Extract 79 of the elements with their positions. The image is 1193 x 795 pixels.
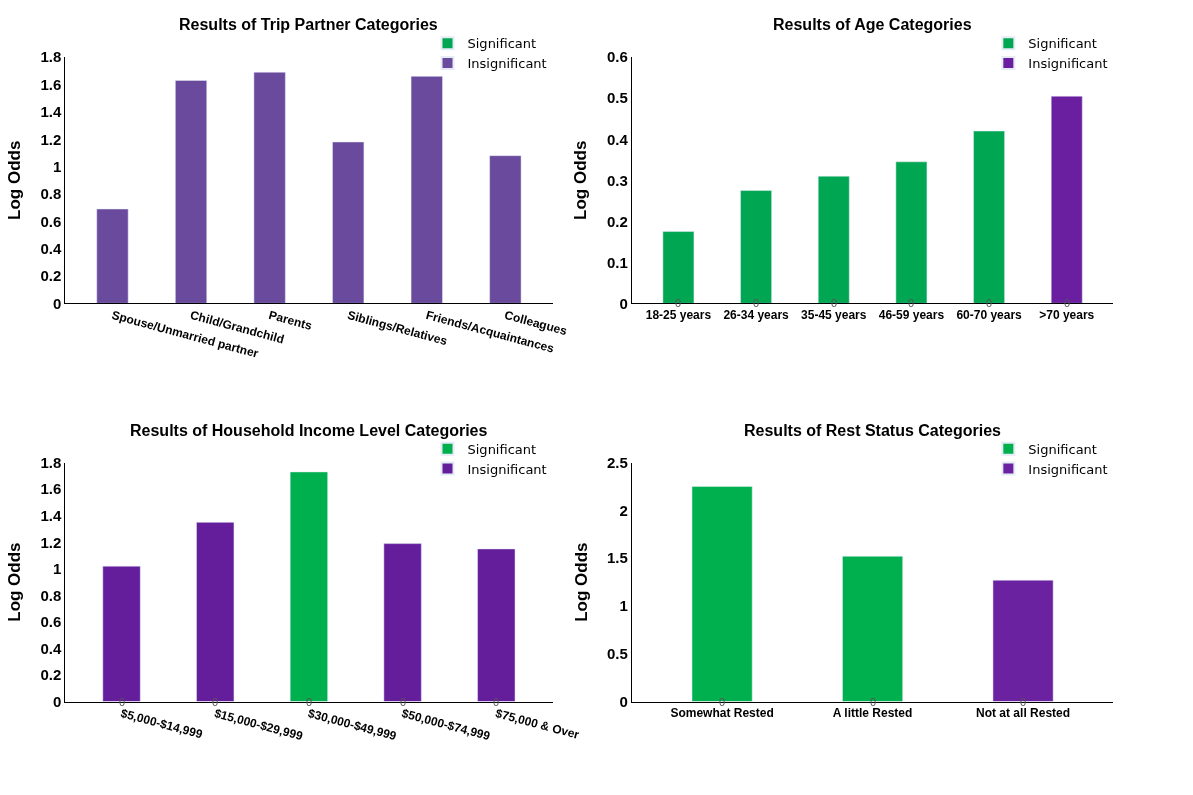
legend-label: Significant [1028,441,1097,457]
y-tick-label: 0.8 [40,185,62,203]
chart-title: Results of Household Income Level Categories [130,422,488,439]
bar [96,208,129,304]
annotation: 0 [908,297,915,309]
y-tick-label: 0.1 [606,253,628,271]
bar [410,76,443,304]
y-tick-label: 0.2 [606,212,628,230]
bar [175,80,208,304]
y-tick-label: 0.5 [606,89,628,107]
y-tick-label: 1.6 [40,480,62,498]
annotation: 0 [1064,297,1071,309]
x-tick-label: $75,000 & Over [493,706,582,743]
bar [253,71,286,304]
legend-label: Insignificant [1028,461,1108,477]
x-tick-label: 60-70 years [956,307,1023,322]
bar [332,141,365,304]
y-tick-label: 0 [619,294,628,312]
chart-title: Results of Trip Partner Categories [179,16,438,33]
y-tick-label: 1 [619,597,628,615]
y-tick-label: 1.5 [606,549,628,567]
y-tick-label: 1 [52,157,62,175]
y-tick-label: 0.6 [40,613,62,631]
y-tick-label: 0.2 [40,666,62,684]
y-tick-label: 0 [52,294,62,312]
x-tick-label: A little Rested [832,705,913,720]
y-tick-label: 1 [52,560,62,578]
x-tick-label: 26-34 years [723,307,790,322]
annotation: 0 [986,297,993,309]
y-tick-label: 1.4 [40,506,62,524]
annotation: 0 [1020,696,1027,708]
y-axis-title: Log Odds [5,140,25,220]
annotation: 0 [753,297,760,309]
y-tick-label: 2.5 [606,453,628,471]
annotation: 0 [400,696,407,708]
y-tick-label: 0.4 [606,130,629,148]
y-axis-title: Log Odds [571,140,591,220]
annotation: 0 [831,297,838,309]
y-axis-title: Log Odds [5,542,25,622]
x-tick-label: 35-45 years [801,307,867,322]
annotation: 0 [493,696,500,708]
y-tick-label: 0 [619,692,628,710]
legend-label: Significant [467,36,537,52]
y-tick-label: 1.2 [40,130,62,148]
legend-label: Significant [467,441,537,457]
y-tick-label: 0.5 [606,645,628,663]
y-tick-label: 1.6 [40,75,62,93]
legend-label: Insignificant [1028,56,1108,72]
y-tick-label: 1.8 [40,48,62,66]
annotation: 0 [119,696,126,708]
legend-label: Insignificant [467,461,547,477]
annotation: 0 [675,297,682,309]
y-tick-label: 1.4 [40,103,62,121]
chart-title: Results of Age Categories [773,16,972,33]
x-tick-label: Somewhat Rested [670,705,774,720]
annotation: 0 [719,696,726,708]
bar [489,155,522,304]
y-tick-label: 0.8 [40,586,62,604]
y-tick-label: 2 [619,501,628,519]
y-tick-label: 1.8 [40,453,62,471]
chart-title: Results of Rest Status Categories [744,422,1002,439]
x-tick-label: >70 years [1039,307,1095,322]
y-tick-label: 0.4 [40,639,62,657]
annotation: 0 [870,696,877,708]
legend-label: Significant [1028,36,1097,52]
annotation: 0 [306,696,313,708]
x-tick-label: Not at all Rested [976,705,1071,720]
y-tick-label: 1.2 [40,533,62,551]
y-tick-label: 0.6 [40,212,62,230]
x-tick-label: 18-25 years [645,307,712,322]
x-tick-label: 46-59 years [878,307,945,322]
legend-label: Insignificant [467,56,547,72]
annotation: 0 [212,696,219,708]
y-tick-label: 0.4 [40,239,62,257]
y-tick-label: 0.3 [606,171,628,189]
y-axis-title: Log Odds [571,542,591,622]
y-tick-label: 0.6 [606,48,628,66]
y-tick-label: 0 [52,692,62,710]
y-tick-label: 0.2 [40,267,62,285]
